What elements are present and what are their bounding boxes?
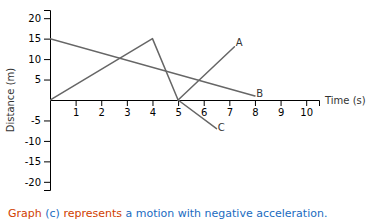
- x-tick: 6: [201, 100, 207, 118]
- annotation: B: [256, 88, 263, 99]
- x-tick-label: 6: [201, 107, 207, 118]
- line: [178, 100, 216, 129]
- x-tick-label: 8: [252, 107, 258, 118]
- y-tick: 10: [28, 54, 50, 65]
- y-tick: 5: [35, 74, 50, 85]
- x-tick-label: 5: [175, 107, 181, 118]
- chart: 1 2 3 4 5 6 7 8 9 10 -20 -15 -10 -5 5 10 15 20 A B C Time (s)…: [0, 0, 381, 224]
- y-tick-label: -15: [25, 156, 41, 167]
- y-tick-mark: [44, 59, 50, 60]
- y-tick-mark: [44, 141, 50, 142]
- x-tick-label: 9: [278, 107, 284, 118]
- y-axis-title: Distance (m): [5, 68, 16, 133]
- y-tick: -15: [25, 156, 50, 167]
- y-tick: -10: [25, 136, 50, 147]
- y-axis: -20 -15 -10 -5 5 10 15 20: [25, 11, 51, 191]
- x-tick-mark: [101, 100, 102, 106]
- x-tick: 10: [300, 100, 313, 118]
- y-tick-mark: [44, 39, 50, 40]
- caption-part: represents: [60, 207, 126, 220]
- line: [50, 39, 178, 100]
- annotations: A B C: [218, 37, 263, 132]
- x-axis-title: Time (s): [324, 95, 366, 106]
- caption-part: (c): [45, 207, 60, 220]
- x-tick-mark: [255, 100, 256, 106]
- x-tick: 4: [150, 100, 156, 118]
- y-tick: -20: [25, 177, 50, 188]
- x-tick-mark: [281, 100, 282, 106]
- annotation: C: [218, 122, 225, 133]
- caption: Graph (c) represents a motion with negat…: [8, 207, 327, 220]
- x-tick-mark: [229, 100, 230, 106]
- caption-part: Graph: [8, 207, 45, 220]
- x-tick-label: 2: [99, 107, 105, 118]
- y-tick-label: 10: [28, 54, 41, 65]
- x-tick-label: 10: [300, 107, 313, 118]
- x-tick-mark: [152, 100, 153, 106]
- y-tick-mark: [44, 18, 50, 19]
- x-tick: 1: [73, 100, 79, 118]
- x-axis: 1 2 3 4 5 6 7 8 9 10: [51, 100, 320, 118]
- x-tick-label: 7: [227, 107, 233, 118]
- x-tick: 3: [124, 100, 130, 118]
- x-tick-label: 1: [73, 107, 79, 118]
- caption-part: a motion with negative acceleration.: [125, 207, 327, 220]
- y-tick-label: -5: [31, 115, 41, 126]
- x-tick: 9: [278, 100, 284, 118]
- x-tick-mark: [127, 100, 128, 106]
- x-tick-label: 4: [150, 107, 156, 118]
- annotation: A: [236, 37, 243, 48]
- line: [178, 47, 234, 100]
- y-tick-mark: [44, 182, 50, 183]
- x-tick: 2: [99, 100, 105, 118]
- y-tick: 20: [28, 13, 50, 24]
- y-tick-label: 5: [35, 74, 41, 85]
- y-axis-line: [44, 11, 51, 191]
- x-tick-mark: [76, 100, 77, 106]
- y-tick-mark: [44, 161, 50, 162]
- y-tick-label: -20: [25, 177, 41, 188]
- x-tick: 8: [252, 100, 258, 118]
- y-tick: 15: [28, 33, 50, 44]
- x-tick-mark: [306, 100, 307, 106]
- y-tick-label: -10: [25, 136, 41, 147]
- lines: [50, 39, 255, 129]
- x-tick-mark: [204, 100, 205, 106]
- x-tick-label: 3: [124, 107, 130, 118]
- y-tick-mark: [44, 120, 50, 121]
- y-tick-mark: [44, 80, 50, 81]
- plot: 1 2 3 4 5 6 7 8 9 10 -20 -15 -10 -5 5 10 15 20 A B C Time (s)…: [5, 11, 366, 191]
- y-tick-label: 20: [28, 13, 41, 24]
- x-tick: 7: [227, 100, 233, 118]
- y-tick: -5: [31, 115, 50, 126]
- line: [50, 39, 255, 96]
- y-tick-label: 15: [28, 33, 41, 44]
